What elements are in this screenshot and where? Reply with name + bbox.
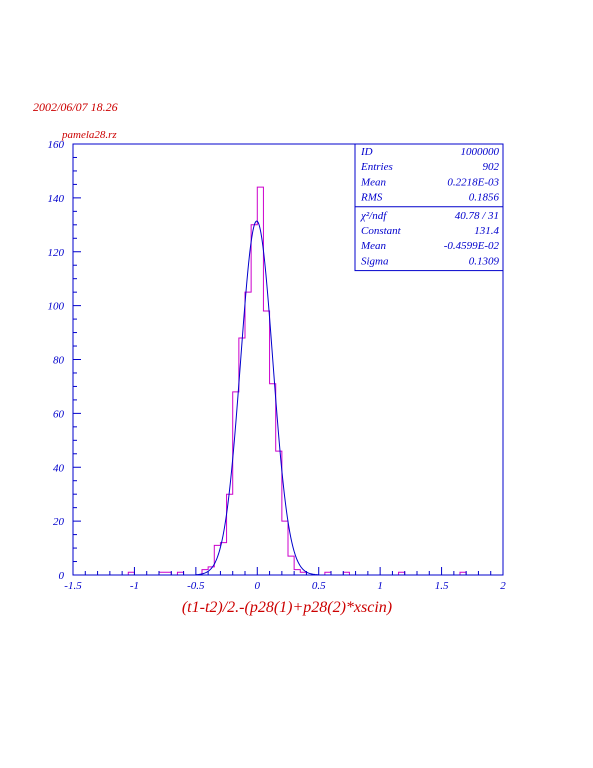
date-stamp: 2002/06/07 18.26: [33, 100, 118, 114]
x-tick-label: 0: [255, 580, 261, 592]
y-tick-label: 20: [53, 516, 65, 528]
x-tick-label: 1.5: [435, 580, 449, 592]
stats-label: Mean: [360, 240, 387, 252]
stats-value: 40.78 / 31: [455, 210, 499, 222]
y-tick-label: 140: [48, 193, 65, 205]
stats-label: ID: [360, 146, 373, 158]
stats-label: Sigma: [361, 255, 389, 267]
stats-label: Constant: [361, 225, 402, 237]
y-tick-label: 160: [48, 139, 65, 151]
y-tick-label: 100: [48, 301, 65, 313]
gaussian-fit-curve: [195, 220, 319, 576]
stats-value: 0.1856: [469, 192, 500, 204]
y-tick-label: 40: [53, 462, 65, 474]
stats-value: 0.1309: [469, 255, 500, 267]
stats-box: ID 1000000 Entries 902 Mean 0.2218E-03 RMS 0.18…: [354, 143, 504, 272]
stats-label: χ²/ndf: [360, 210, 388, 222]
stats-label: Mean: [360, 176, 387, 188]
axis-ticks: 0 20 40 60 80 100 120 140 160 -1.5 -1 -0.5 0 0.5 1 1.5 2: [48, 139, 507, 592]
stats-value: 902: [483, 161, 500, 173]
stats-label: Entries: [360, 161, 393, 173]
file-label: pamela28.rz: [62, 129, 117, 141]
x-axis-label: (t1-t2)/2.-(p28(1)+p28(2)*xscin): [181, 599, 393, 616]
fit-line: [195, 220, 319, 576]
x-tick-label: -1.5: [64, 580, 82, 592]
stats-label: RMS: [360, 192, 383, 204]
y-tick-label: 0: [59, 570, 65, 582]
y-tick-label: 60: [53, 408, 65, 420]
y-tick-label: 120: [48, 247, 65, 259]
y-tick-label: 80: [53, 355, 65, 367]
x-tick-label: 1: [377, 580, 383, 592]
x-tick-label: -0.5: [187, 580, 205, 592]
x-tick-label: 2: [500, 580, 506, 592]
stats-value: 1000000: [461, 146, 500, 158]
x-tick-label: 0.5: [312, 580, 326, 592]
stats-value: 131.4: [474, 225, 499, 237]
plot-frame: [72, 143, 504, 576]
stats-value: -0.4599E-02: [444, 240, 500, 252]
x-tick-label: -1: [130, 580, 139, 592]
stats-value: 0.2218E-03: [447, 176, 499, 188]
